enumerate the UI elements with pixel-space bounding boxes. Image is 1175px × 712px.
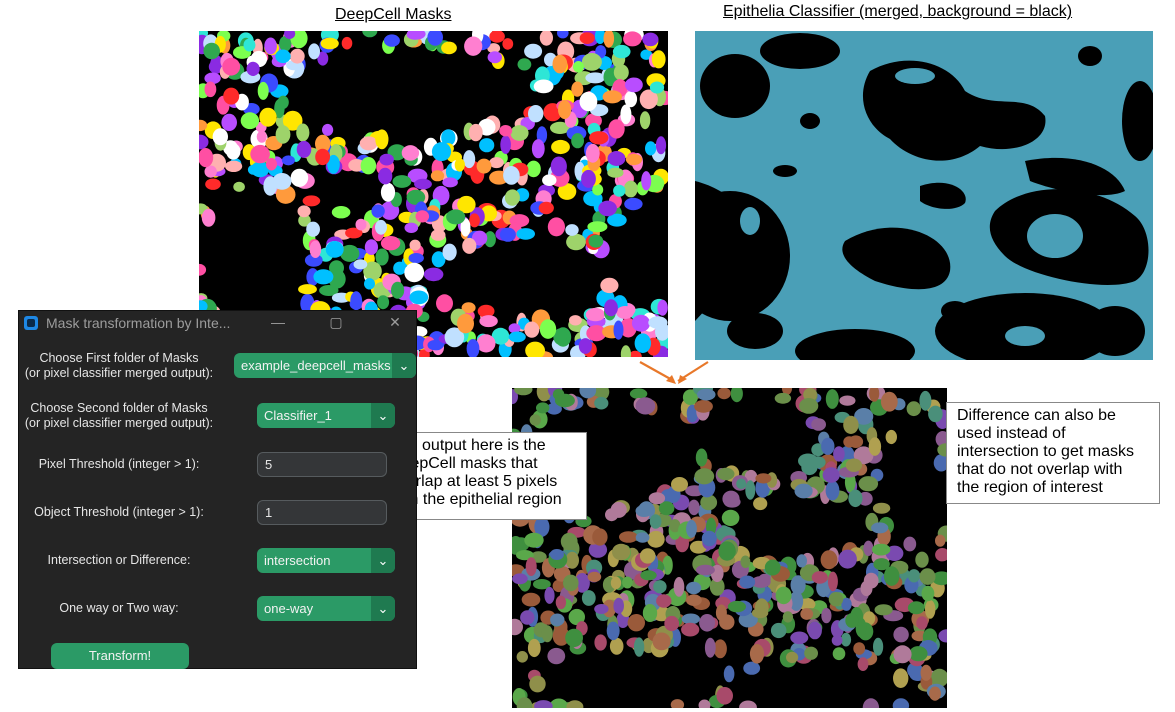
mode-value: intersection — [264, 553, 331, 568]
direction-dropdown[interactable]: one-way ⌄ — [257, 596, 395, 621]
direction-label: One way or Two way: — [59, 601, 179, 615]
mode-dropdown[interactable]: intersection ⌄ — [257, 548, 395, 573]
chevron-down-icon[interactable]: ⌄ — [371, 596, 395, 621]
pixel-threshold-label: Pixel Threshold (integer > 1): — [38, 457, 200, 471]
direction-value: one-way — [264, 601, 314, 616]
object-threshold-label: Object Threshold (integer > 1): — [34, 505, 204, 519]
transform-button[interactable]: Transform! — [51, 643, 189, 669]
first-folder-label: Choose First folder of Masks (or pixel c… — [24, 351, 214, 380]
chevron-down-icon[interactable]: ⌄ — [371, 548, 395, 573]
second-folder-dropdown[interactable]: Classifier_1 ⌄ — [257, 403, 395, 428]
arrows-icon — [639, 361, 709, 384]
second-folder-label: Choose Second folder of Masks (or pixel … — [24, 401, 214, 430]
maximize-icon[interactable]: ▢ — [329, 314, 343, 330]
minimize-icon[interactable]: — — [271, 314, 285, 330]
classifier-region-map — [695, 31, 1153, 360]
mask-transformation-dialog: Mask transformation by Inte... — ▢ ✕ Cho… — [19, 311, 416, 669]
object-threshold-input[interactable]: 1 — [257, 500, 387, 525]
difference-note: Difference can also be used instead of i… — [946, 402, 1160, 504]
chevron-down-icon[interactable]: ⌄ — [371, 403, 395, 428]
pixel-threshold-input[interactable]: 5 — [257, 452, 387, 477]
dialog-title: Mask transformation by Inte... — [46, 315, 231, 331]
chevron-down-icon[interactable]: ⌄ — [392, 353, 416, 378]
close-icon[interactable]: ✕ — [389, 314, 401, 330]
classifier-caption: Epithelia Classifier (merged, background… — [723, 3, 1073, 20]
dialog-titlebar[interactable]: Mask transformation by Inte... — [19, 311, 416, 335]
first-folder-dropdown[interactable]: example_deepcell_masks ⌄ — [234, 353, 416, 378]
deepcell-masks-caption: DeepCell Masks — [335, 6, 452, 23]
first-folder-value: example_deepcell_masks — [241, 358, 391, 373]
mode-label: Intersection or Difference: — [47, 553, 191, 567]
classifier-image — [695, 31, 1153, 360]
second-folder-value: Classifier_1 — [264, 408, 332, 423]
app-icon — [24, 316, 38, 330]
deepcell-masks-image — [199, 31, 668, 357]
